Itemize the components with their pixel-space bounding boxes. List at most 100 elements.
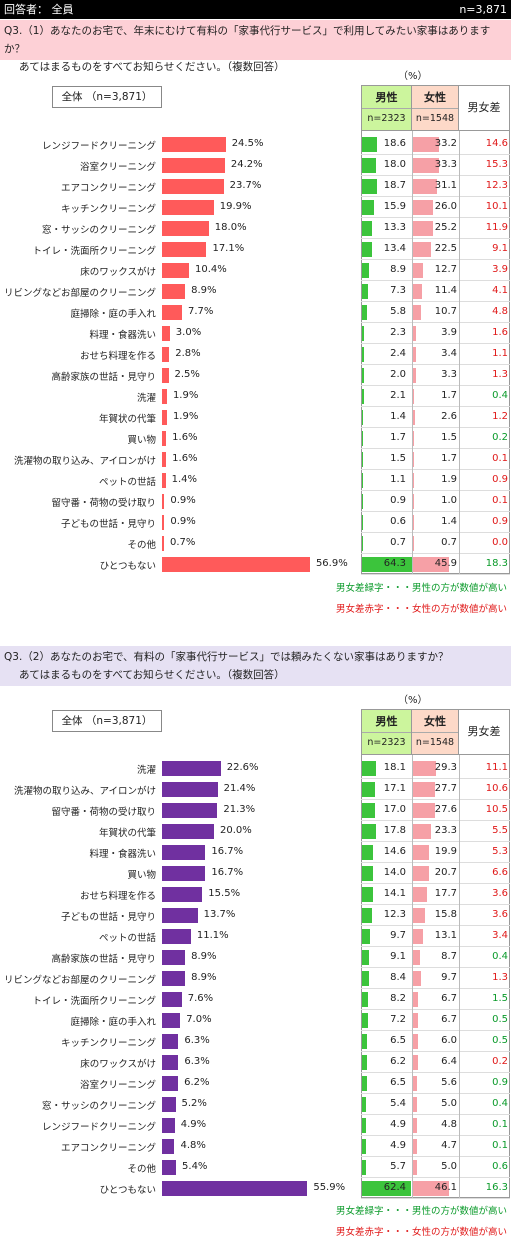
female-header-label: 女性	[424, 715, 446, 728]
male-value: 17.1	[383, 783, 406, 794]
total-bar	[162, 1160, 177, 1175]
category-label: 買い物	[127, 435, 156, 446]
category-label: トイレ・洗面所クリーニング	[32, 996, 156, 1007]
male-value: 18.6	[383, 138, 406, 149]
total-value-label: 1.9%	[172, 390, 199, 401]
difference-value: 0.0	[492, 537, 508, 548]
category-label: 洗濯	[136, 393, 156, 404]
female-bar	[413, 1160, 417, 1175]
male-sample-size: n=2323	[367, 737, 406, 748]
category-label: 留守番・荷物の受け取り	[51, 498, 156, 509]
table-row: キッチンクリーニング 6.3% 6.5 6.0 0.5	[0, 1031, 511, 1052]
female-value: 1.7	[441, 453, 457, 464]
table-row: エアコンクリーニング 4.8% 4.9 4.7 0.1	[0, 1136, 511, 1157]
male-value: 9.1	[390, 951, 406, 962]
table-row: 留守番・荷物の受け取り 0.9% 0.9 1.0 0.1	[0, 491, 511, 512]
total-value-label: 13.7%	[203, 909, 236, 920]
male-bar	[362, 929, 370, 944]
difference-value: 1.5	[492, 993, 508, 1004]
row-divider	[361, 364, 510, 365]
category-label: 洗濯物の取り込み、アイロンがけ	[13, 456, 156, 467]
male-bar	[362, 1118, 366, 1133]
male-value: 18.1	[383, 762, 406, 773]
table-row: ペットの世話 11.1% 9.7 13.1 3.4	[0, 926, 511, 947]
total-value-label: 11.1%	[196, 930, 229, 941]
difference-value: 0.1	[492, 495, 508, 506]
question-1: Q3.（1）あなたのお宅で、年末にむけて有料の「家事代行サービス」で利用してみた…	[0, 20, 511, 73]
female-bar	[413, 929, 424, 944]
row-divider	[361, 862, 510, 863]
difference-value: 6.6	[492, 867, 508, 878]
total-bar	[162, 473, 166, 488]
female-value: 9.7	[441, 972, 457, 983]
female-bar	[413, 452, 415, 467]
male-bar	[362, 389, 364, 404]
male-header-label: 男性	[375, 91, 398, 104]
male-value: 1.5	[390, 453, 406, 464]
table-row: 子どもの世話・見守り 0.9% 0.6 1.4 0.9	[0, 512, 511, 533]
table-row: 買い物 1.6% 1.7 1.5 0.2	[0, 428, 511, 449]
total-bar	[162, 452, 167, 467]
total-bar	[162, 1076, 179, 1091]
male-bar	[362, 1139, 366, 1154]
total-value-label: 1.9%	[172, 411, 199, 422]
row-divider	[361, 154, 510, 155]
female-bar	[413, 305, 422, 320]
male-bar	[362, 326, 364, 341]
male-bar	[362, 221, 373, 236]
question-2-text: Q3.（2）あなたのお宅で、有料の「家事代行サービス」では頼みたくない家事はあり…	[4, 651, 449, 663]
female-value: 5.0	[441, 1161, 457, 1172]
male-value: 4.9	[390, 1119, 406, 1130]
total-bar	[162, 158, 225, 173]
category-label: リビングなどお部屋のクリーニング	[3, 975, 156, 986]
row-divider	[361, 574, 510, 575]
male-value: 1.4	[390, 411, 406, 422]
category-label: 床のワックスがけ	[80, 267, 156, 278]
table-row: 浴室クリーニング 6.2% 6.5 5.6 0.9	[0, 1073, 511, 1094]
table-row: 洗濯物の取り込み、アイロンがけ 1.6% 1.5 1.7 0.1	[0, 449, 511, 470]
male-value: 0.6	[390, 516, 406, 527]
female-value: 12.7	[434, 264, 457, 275]
male-value: 1.1	[390, 474, 406, 485]
total-value-label: 6.3%	[184, 1035, 210, 1046]
total-value-label: 23.7%	[229, 180, 262, 191]
total-value-label: 24.2%	[230, 159, 263, 170]
category-label: 年賀状の代筆	[98, 414, 156, 425]
total-bar	[162, 305, 183, 320]
female-bar	[413, 557, 449, 572]
legend-green-note: 男女差緑字・・・男性の方が数値が高い	[335, 1206, 507, 1217]
male-bar	[362, 1181, 411, 1196]
total-value-label: 5.2%	[181, 1098, 207, 1109]
row-divider	[361, 196, 510, 197]
female-value: 1.7	[441, 390, 457, 401]
table-row: 洗濯 22.6% 18.1 29.3 11.1	[0, 758, 511, 779]
male-value: 8.2	[390, 993, 406, 1004]
total-bar	[162, 887, 203, 902]
male-bar	[362, 158, 377, 173]
difference-value: 0.9	[492, 516, 508, 527]
total-value-label: 8.9%	[191, 972, 217, 983]
female-header: 女性 n=1548	[412, 709, 459, 755]
total-value-label: 4.9%	[180, 1119, 207, 1130]
female-value: 23.3	[434, 825, 457, 836]
male-bar	[362, 263, 369, 278]
female-value: 5.6	[441, 1077, 457, 1088]
difference-value: 4.1	[492, 285, 508, 296]
table-row: 子どもの世話・見守り 13.7% 12.3 15.8 3.6	[0, 905, 511, 926]
male-value: 0.9	[390, 495, 406, 506]
table-row: 留守番・荷物の受け取り 21.3% 17.0 27.6 10.5	[0, 800, 511, 821]
total-value-label: 55.9%	[313, 1182, 346, 1193]
female-value: 6.0	[441, 1035, 457, 1046]
category-label: キッチンクリーニング	[60, 204, 156, 215]
female-sample-size: n=1548	[415, 737, 455, 748]
male-value: 64.3	[383, 558, 406, 569]
female-bar	[413, 242, 431, 257]
row-divider	[361, 385, 510, 386]
total-value-label: 7.7%	[188, 306, 214, 317]
total-value-label: 3.0%	[175, 327, 202, 338]
row-divider	[361, 988, 510, 989]
female-value: 6.7	[441, 993, 457, 1004]
category-label: 子どもの世話・見守り	[60, 912, 156, 923]
column-separator	[412, 755, 413, 1198]
male-bar	[362, 1055, 367, 1070]
